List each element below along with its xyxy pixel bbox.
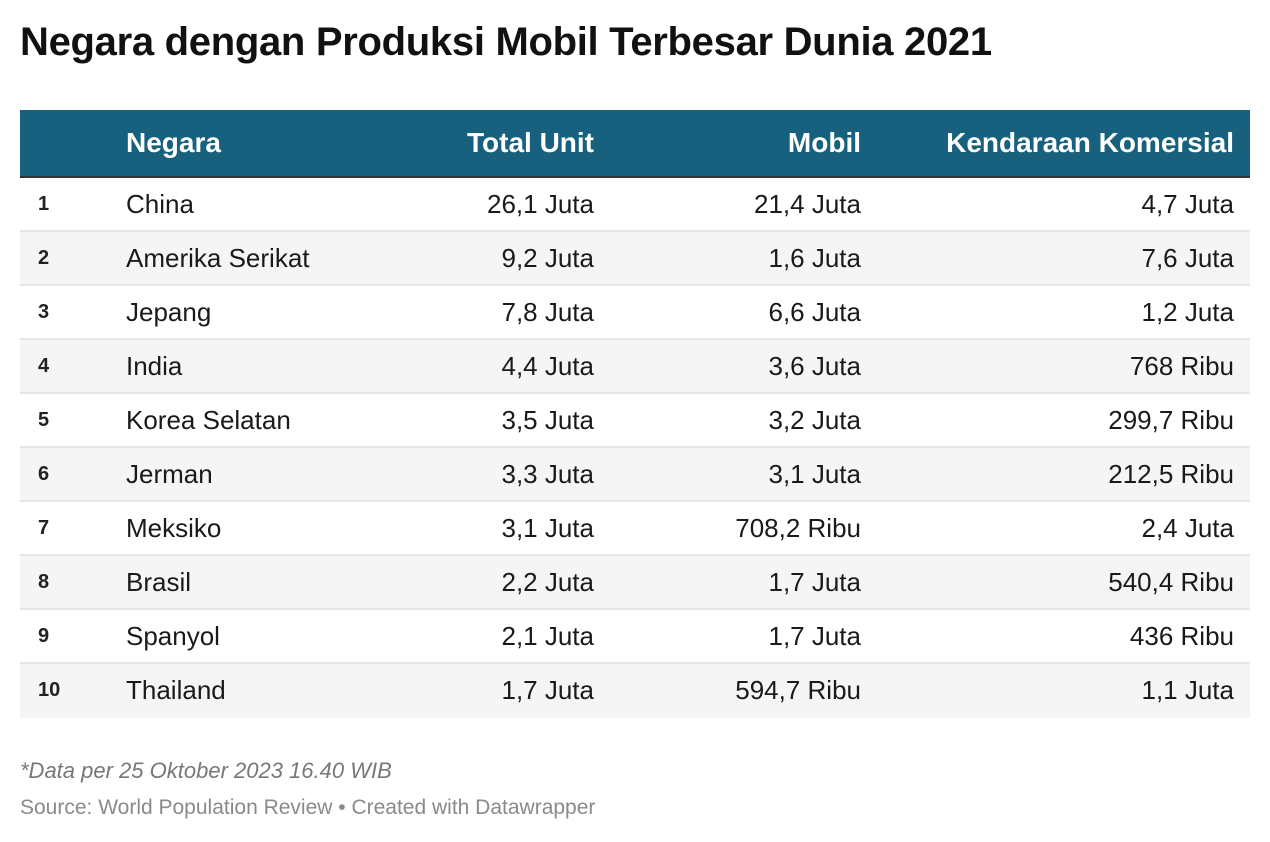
table-header: Negara Total Unit Mobil Kendaraan Komers… xyxy=(20,110,1250,178)
total-unit-cell: 9,2 Juta xyxy=(501,243,594,273)
total-unit-cell: 2,1 Juta xyxy=(501,621,594,651)
table-row: 10 Thailand 1,7 Juta 594,7 Ribu 1,1 Juta xyxy=(20,664,1250,718)
country-cell: China xyxy=(126,189,194,219)
table-row: 3 Jepang 7,8 Juta 6,6 Juta 1,2 Juta xyxy=(20,286,1250,340)
total-unit-cell: 2,2 Juta xyxy=(501,567,594,597)
total-unit-cell: 7,8 Juta xyxy=(501,297,594,327)
mobil-cell: 1,6 Juta xyxy=(768,243,861,273)
country-cell: Korea Selatan xyxy=(126,405,291,435)
kendaraan-komersial-cell: 299,7 Ribu xyxy=(1108,405,1234,435)
mobil-cell: 1,7 Juta xyxy=(768,567,861,597)
country-cell: Thailand xyxy=(126,675,226,705)
total-unit-cell: 4,4 Juta xyxy=(501,351,594,381)
table-row: 4 India 4,4 Juta 3,6 Juta 768 Ribu xyxy=(20,340,1250,394)
chart-title: Negara dengan Produksi Mobil Terbesar Du… xyxy=(20,20,992,64)
country-cell: Meksiko xyxy=(126,513,222,543)
rank-cell: 10 xyxy=(38,679,61,701)
column-header-mobil[interactable]: Mobil xyxy=(787,127,861,158)
table-row: 5 Korea Selatan 3,5 Juta 3,2 Juta 299,7 Ribu xyxy=(20,394,1250,448)
rank-cell: 1 xyxy=(38,193,50,215)
rank-cell: 5 xyxy=(38,409,50,431)
mobil-cell: 3,1 Juta xyxy=(768,459,861,489)
table-row: 8 Brasil 2,2 Juta 1,7 Juta 540,4 Ribu xyxy=(20,556,1250,610)
rank-cell: 6 xyxy=(38,463,50,485)
kendaraan-komersial-cell: 540,4 Ribu xyxy=(1108,567,1234,597)
table-row: 1 China 26,1 Juta 21,4 Juta 4,7 Juta xyxy=(20,178,1250,232)
table-row: 9 Spanyol 2,1 Juta 1,7 Juta 436 Ribu xyxy=(20,610,1250,664)
mobil-cell: 1,7 Juta xyxy=(768,621,861,651)
kendaraan-komersial-cell: 1,2 Juta xyxy=(1141,297,1234,327)
table-row: 2 Amerika Serikat 9,2 Juta 1,6 Juta 7,6 Juta xyxy=(20,232,1250,286)
table-row: 7 Meksiko 3,1 Juta 708,2 Ribu 2,4 Juta xyxy=(20,502,1250,556)
source-credit: Source: World Population Review • Create… xyxy=(20,796,596,819)
kendaraan-komersial-cell: 7,6 Juta xyxy=(1141,243,1234,273)
country-cell: India xyxy=(126,351,183,381)
mobil-cell: 3,2 Juta xyxy=(768,405,861,435)
kendaraan-komersial-cell: 768 Ribu xyxy=(1129,351,1234,381)
total-unit-cell: 3,5 Juta xyxy=(501,405,594,435)
rank-cell: 2 xyxy=(38,247,50,269)
country-cell: Jepang xyxy=(126,297,212,327)
table-row: 6 Jerman 3,3 Juta 3,1 Juta 212,5 Ribu xyxy=(20,448,1250,502)
column-header-negara[interactable]: Negara xyxy=(126,127,221,158)
country-cell: Amerika Serikat xyxy=(126,243,310,273)
total-unit-cell: 3,3 Juta xyxy=(501,459,594,489)
country-cell: Spanyol xyxy=(126,621,220,651)
total-unit-cell: 3,1 Juta xyxy=(501,513,594,543)
mobil-cell: 6,6 Juta xyxy=(768,297,861,327)
rank-cell: 8 xyxy=(38,571,50,593)
mobil-cell: 21,4 Juta xyxy=(754,189,861,219)
column-header-kendaraan-komersial[interactable]: Kendaraan Komersial xyxy=(946,127,1234,158)
kendaraan-komersial-cell: 2,4 Juta xyxy=(1141,513,1234,543)
mobil-cell: 3,6 Juta xyxy=(768,351,861,381)
kendaraan-komersial-cell: 436 Ribu xyxy=(1129,621,1234,651)
kendaraan-komersial-cell: 1,1 Juta xyxy=(1141,675,1234,705)
country-cell: Brasil xyxy=(126,567,192,597)
rank-cell: 3 xyxy=(38,301,50,323)
table-body: 1 China 26,1 Juta 21,4 Juta 4,7 Juta 2 Amerika… xyxy=(20,178,1250,718)
mobil-cell: 708,2 Ribu xyxy=(735,513,861,543)
country-cell: Jerman xyxy=(126,459,213,489)
rank-cell: 7 xyxy=(38,517,50,539)
total-unit-cell: 1,7 Juta xyxy=(501,675,594,705)
total-unit-cell: 26,1 Juta xyxy=(487,189,594,219)
data-table: Negara Total Unit Mobil Kendaraan Komers… xyxy=(20,110,1250,718)
data-note: *Data per 25 Oktober 2023 16.40 WIB xyxy=(20,758,392,783)
kendaraan-komersial-cell: 212,5 Ribu xyxy=(1108,459,1234,489)
rank-cell: 9 xyxy=(38,625,50,647)
mobil-cell: 594,7 Ribu xyxy=(735,675,861,705)
rank-cell: 4 xyxy=(38,355,50,377)
column-header-total-unit[interactable]: Total Unit xyxy=(466,127,594,158)
kendaraan-komersial-cell: 4,7 Juta xyxy=(1141,189,1234,219)
